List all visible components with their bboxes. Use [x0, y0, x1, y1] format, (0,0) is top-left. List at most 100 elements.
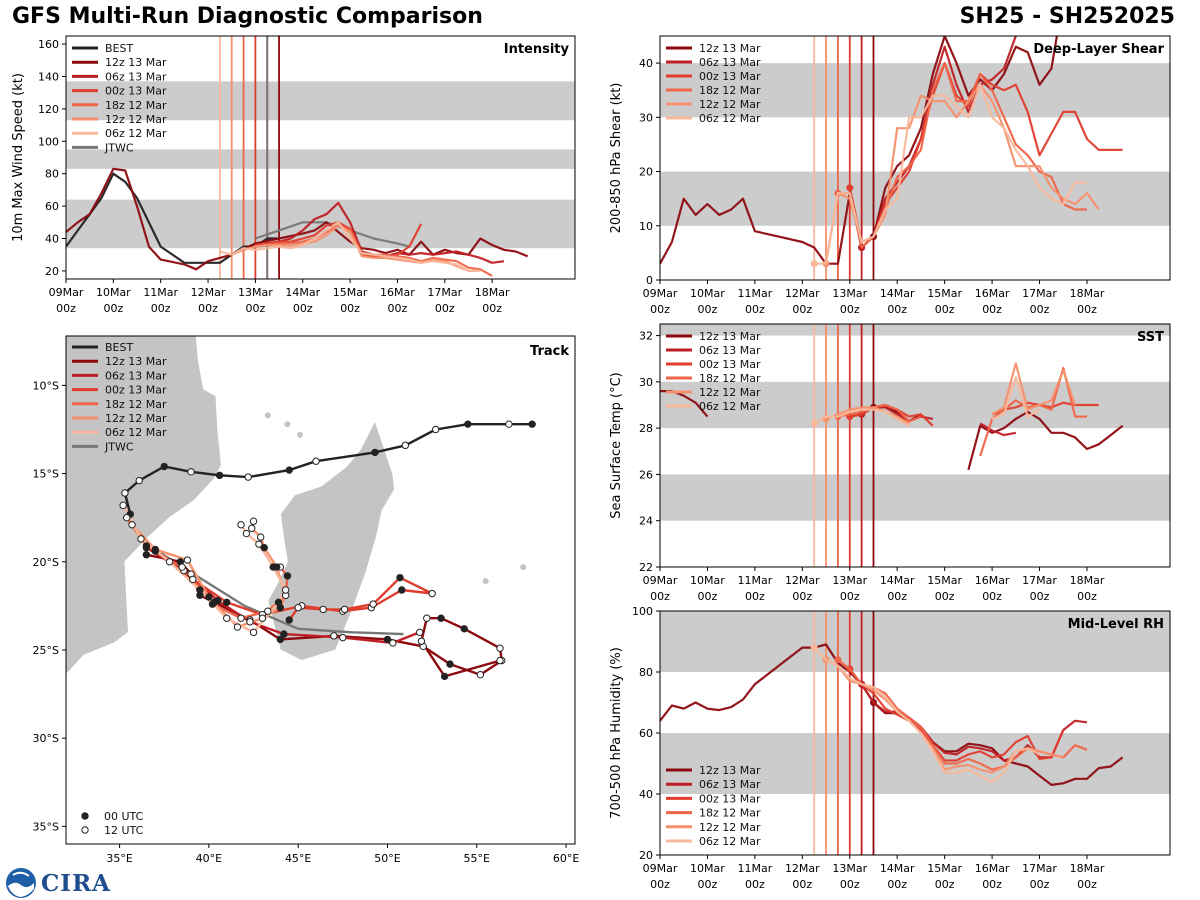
shear-xtick-label: 15Mar: [927, 287, 962, 300]
track-marker-legend-label: 12 UTC: [104, 824, 144, 837]
intensity-ytick-label: 80: [45, 168, 59, 181]
rh-xtick-label: 09Mar: [643, 862, 678, 875]
sst-ylabel: Sea Surface Temp (°C): [609, 372, 624, 519]
rh-ytick-label: 40: [639, 788, 653, 801]
track-legend-label-12z-12-mar: 12z 12 Mar: [105, 412, 167, 425]
sst-series-12z-12-mar-seg1: [991, 362, 1077, 416]
sst-series-06z-12-mar-seg0: [813, 408, 910, 427]
intensity-ytick-label: 120: [38, 103, 59, 116]
rh-marker-06z-12-mar: [810, 644, 818, 652]
sst-series-06z-12-mar-seg1: [991, 376, 1041, 420]
shear-ytick-label: 30: [639, 111, 653, 124]
sst-band-2: [660, 324, 1170, 336]
shear-xtick-label: 14Mar: [880, 287, 915, 300]
rh-xtick-sublabel: 00z: [935, 878, 955, 891]
track-point-06z-13-mar: [415, 628, 424, 637]
track-point-00z-13-mar: [369, 600, 377, 608]
track-point-00z-13-mar: [223, 598, 231, 607]
shear-legend-label-06z-12-mar: 06z 12 Mar: [699, 112, 761, 125]
track-marker-legend-symbol: [81, 812, 89, 820]
rh-xtick-label: 18Mar: [1070, 862, 1105, 875]
track-ytick-label: 10°S: [33, 379, 59, 392]
shear-marker-06z-12-mar: [810, 260, 818, 268]
rh-xtick-sublabel: 00z: [650, 878, 670, 891]
track-point-00z-13-mar: [396, 573, 404, 582]
island-2: [264, 412, 271, 419]
intensity-legend-label-06z-12-mar: 06z 12 Mar: [105, 127, 167, 140]
shear-xtick-label: 10Mar: [690, 287, 725, 300]
track-point-best: [401, 441, 410, 450]
rh-xtick-sublabel: 00z: [745, 878, 765, 891]
sst-series-18z-12-mar-seg0: [837, 403, 922, 423]
track-point-06z-12-mar: [269, 563, 277, 571]
sst-marker-06z-12-mar: [810, 420, 818, 428]
rh-ytick-label: 60: [639, 727, 653, 740]
shear-series-00z-13-mar: [848, 61, 1123, 244]
track-point-06z-13-mar: [214, 596, 222, 605]
sst-xtick-sublabel: 00z: [650, 590, 670, 603]
track-point-06z-13-mar: [280, 630, 288, 638]
track-point-12z-13-mar: [417, 637, 426, 645]
track-point-00z-13-mar: [189, 575, 197, 584]
intensity-xtick-label: 11Mar: [143, 286, 178, 299]
track-point-18z-12-mar: [264, 607, 272, 615]
track-point-06z-13-mar: [389, 639, 397, 647]
track-point-best: [187, 468, 195, 476]
track-point-18z-12-mar: [237, 614, 245, 622]
rh-title: Mid-Level RH: [1068, 617, 1164, 632]
track-xtick-label: 55°E: [464, 852, 490, 865]
track-ytick-label: 35°S: [33, 820, 59, 833]
track-point-12z-12-mar: [258, 614, 267, 622]
sst-xtick-sublabel: 00z: [698, 590, 718, 603]
shear-xtick-sublabel: 00z: [840, 303, 860, 316]
rh-xtick-sublabel: 00z: [792, 878, 812, 891]
sst-xtick-sublabel: 00z: [792, 590, 812, 603]
shear-xtick-label: 11Mar: [738, 287, 773, 300]
track-marker-legend-label: 00 UTC: [104, 810, 144, 823]
shear-legend-label-18z-12-mar: 18z 12 Mar: [699, 84, 761, 97]
track-legend-label-best: BEST: [105, 341, 133, 354]
track-point-00z-13-mar: [294, 603, 302, 612]
shear-ytick-label: 10: [639, 220, 653, 233]
track-point-12z-12-mar: [233, 623, 242, 631]
intensity-ytick-label: 40: [45, 233, 59, 246]
intensity-legend-label-12z-13-mar: 12z 13 Mar: [105, 56, 167, 69]
track-point-12z-13-mar: [142, 551, 151, 559]
sst-xtick-sublabel: 00z: [887, 590, 907, 603]
track-point-best: [244, 473, 252, 481]
track-point-12z-13-mar: [496, 656, 504, 665]
track-xtick-label: 60°E: [553, 852, 579, 865]
track-point-best: [528, 420, 536, 428]
track-point-best: [464, 420, 472, 428]
track-point-best: [505, 420, 513, 428]
track-point-06z-12-mar: [223, 614, 231, 622]
track-point-12z-12-mar: [128, 521, 136, 529]
sst-ytick-label: 26: [639, 468, 653, 481]
intensity-xtick-label: 13Mar: [238, 286, 273, 299]
track-point-00z-13-mar: [340, 605, 349, 614]
rh-xtick-label: 11Mar: [738, 862, 773, 875]
track-point-06z-12-mar: [249, 628, 258, 637]
storm-id-title: SH25 - SH252025: [959, 4, 1175, 29]
track-legend-label-06z-12-mar: 06z 12 Mar: [105, 426, 167, 439]
shear-xtick-sublabel: 00z: [650, 303, 670, 316]
shear-xtick-label: 13Mar: [832, 287, 867, 300]
sst-legend-label-18z-12-mar: 18z 12 Mar: [699, 372, 761, 385]
track-point-12z-12-mar: [151, 545, 159, 554]
track-point-18z-12-mar: [283, 572, 292, 580]
track-point-06z-13-mar: [339, 633, 347, 642]
sst-xtick-label: 10Mar: [690, 574, 725, 587]
intensity-legend-label-18z-12-mar: 18z 12 Mar: [105, 99, 167, 112]
rh-marker-18z-12-mar: [834, 656, 842, 664]
track-point-12z-13-mar: [330, 632, 338, 640]
intensity-xtick-sublabel: 00z: [293, 302, 313, 315]
sst-xtick-sublabel: 00z: [840, 590, 860, 603]
rh-xtick-label: 17Mar: [1022, 862, 1057, 875]
track-legend-label-00z-13-mar: 00z 13 Mar: [105, 384, 167, 397]
track-panel: 35°E 40°E 45°E 50°E 55°E 60°E 10°S 15°S 20°S 25°S…: [33, 335, 579, 865]
track-ytick-label: 20°S: [33, 556, 59, 569]
rh-xtick-sublabel: 00z: [698, 878, 718, 891]
sst-xtick-sublabel: 00z: [1030, 590, 1050, 603]
track-point-00z-13-mar: [285, 616, 293, 624]
shear-xtick-label: 18Mar: [1070, 287, 1105, 300]
